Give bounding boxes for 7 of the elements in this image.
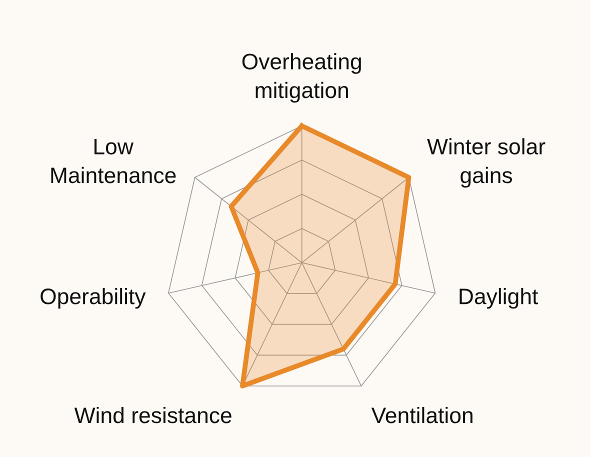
spoke-label: Daylight [460,288,538,309]
spoke-label: Winter solar gains [427,138,546,188]
spoke-label: Low Maintenance [51,138,176,184]
spoke-label: Ventilation [371,406,472,424]
spoke-label: Operability [40,288,146,309]
spoke-label: Wind resistance [74,406,232,424]
spoke-label: Overheating mitigation [242,53,361,103]
